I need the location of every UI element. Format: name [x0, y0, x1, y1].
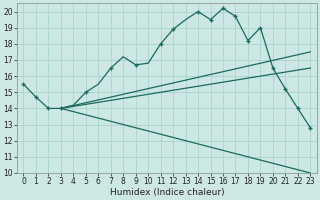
X-axis label: Humidex (Indice chaleur): Humidex (Indice chaleur): [109, 188, 224, 197]
